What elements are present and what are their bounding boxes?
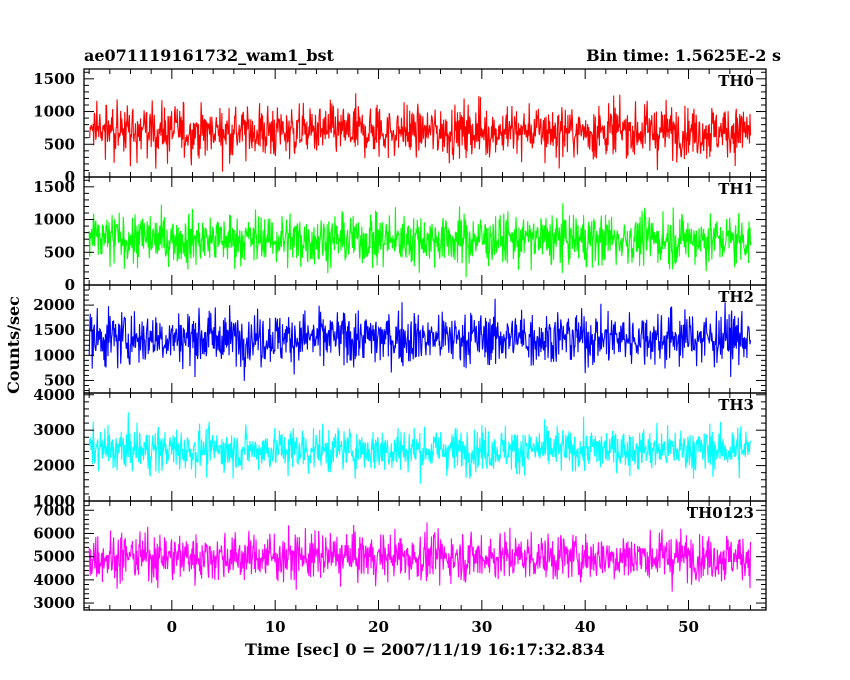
bin-time-label: Bin time: 1.5625E-2 s	[586, 46, 781, 65]
y-tick-label: 1500	[33, 70, 75, 88]
panel-label: TH0123	[687, 504, 754, 522]
y-tick-label: 3000	[33, 594, 75, 612]
y-tick-label: 0	[65, 276, 75, 294]
series-line-th1	[88, 203, 752, 278]
panel-label: TH0	[718, 72, 754, 90]
x-tick-label: 20	[368, 618, 389, 636]
panel-th1: 0 500 1000 1500 TH1	[33, 176, 767, 294]
y-tick-label: 6000	[33, 524, 75, 542]
series-line-th0	[89, 93, 752, 172]
y-tick-label: 7000	[33, 501, 75, 519]
panel-th0: 0 500 1000 1500 TH0	[33, 68, 767, 186]
figure-title: ae071119161732_wam1_bst	[84, 46, 335, 65]
y-tick-label: 2000	[33, 296, 75, 314]
series-line-th2	[88, 298, 752, 381]
y-tick-label: 4000	[33, 386, 75, 404]
y-tick-label: 500	[44, 135, 75, 153]
x-tick-label: 0	[167, 618, 177, 636]
panel-th2: 500 1000 1500 2000 TH2	[33, 284, 767, 394]
series-line-th0123	[88, 522, 752, 592]
y-tick-label: 1000	[33, 103, 75, 121]
y-tick-label: 1500	[33, 321, 75, 339]
panel-label: TH1	[718, 180, 754, 198]
y-tick-label: 3000	[33, 421, 75, 439]
y-tick-label: 500	[44, 371, 75, 389]
y-axis-label: Counts/sec	[4, 296, 23, 394]
x-axis-label: Time [sec] 0 = 2007/11/19 16:17:32.834	[245, 640, 605, 659]
panel-th0123: 3000 4000 5000 6000 7000 TH0123	[33, 500, 767, 612]
x-tick-label: 10	[265, 618, 286, 636]
y-tick-label: 1000	[33, 346, 75, 364]
panel-label: TH2	[718, 288, 754, 306]
panel-frame	[83, 500, 767, 611]
x-tick-label: 30	[471, 618, 492, 636]
panel-th3: 1000 2000 3000 4000 TH3	[33, 386, 767, 510]
y-tick-label: 1000	[33, 211, 75, 229]
x-tick-label: 50	[678, 618, 699, 636]
y-tick-label: 4000	[33, 571, 75, 589]
y-tick-label: 5000	[33, 548, 75, 566]
y-tick-label: 1500	[33, 178, 75, 196]
y-tick-label: 500	[44, 243, 75, 261]
y-tick-label: 0	[65, 168, 75, 186]
series-line-th3	[88, 412, 752, 484]
panel-label: TH3	[718, 396, 754, 414]
x-tick-label: 40	[575, 618, 596, 636]
y-tick-label: 2000	[33, 457, 75, 475]
y-tick-label: 1000	[33, 492, 75, 510]
